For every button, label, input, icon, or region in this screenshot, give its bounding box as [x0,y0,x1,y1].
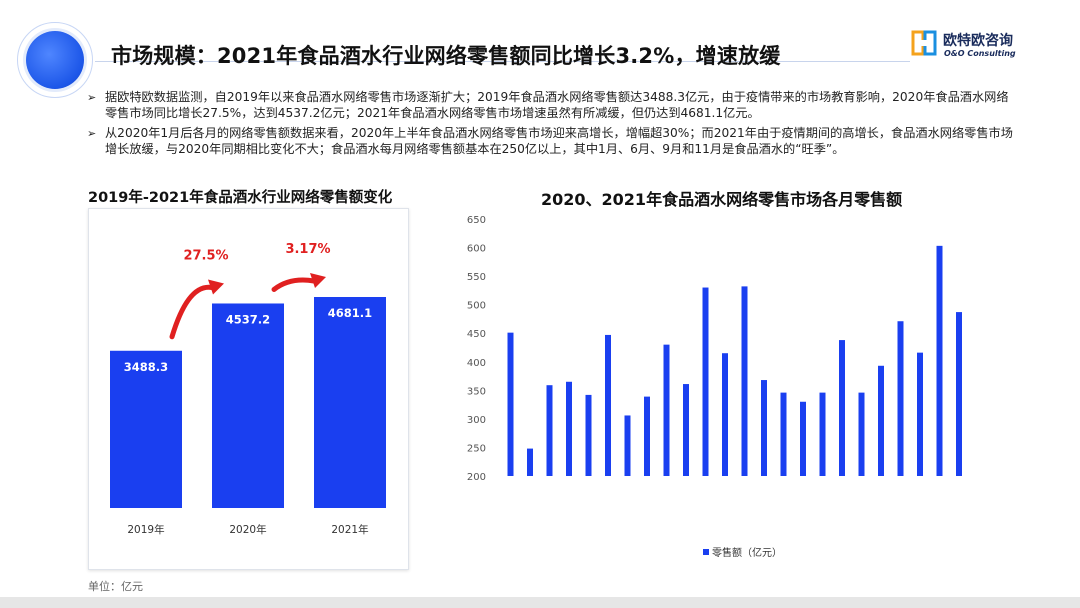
monthly-bar [683,384,689,476]
arrow-bullet-icon: ➢ [87,91,97,104]
y-tick-label: 300 [467,415,486,426]
x-tick-label: 2019年 [127,523,164,536]
bullet-list: ➢ 据欧特欧数据监测，自2019年以来食品酒水网络零售市场逐渐扩大；2019年食… [87,90,1017,162]
monthly-bar [585,394,592,476]
x-tick-label: 2020年 [229,523,266,536]
monthly-bar [917,352,923,476]
monthly-bar [566,381,572,476]
bullet-text: 据欧特欧数据监测，自2019年以来食品酒水网络零售市场逐渐扩大；2019年食品酒… [105,90,1009,120]
logo-text-en: O&O Consulting [944,49,1016,58]
monthly-bar [702,287,709,476]
left-chart-title: 2019年-2021年食品酒水行业网络零售额变化 [88,190,393,206]
monthly-bar [878,365,884,476]
right-chart-title: 2020、2021年食品酒水网络零售市场各月零售额 [541,190,903,209]
x-tick-label: 2021年 [331,523,368,536]
arrow-bullet-icon: ➢ [87,127,97,140]
monthly-bar [644,396,650,476]
logo-text-cn: 欧特欧咨询 [943,33,1013,49]
page-title: 市场规模：2021年食品酒水行业网络零售额同比增长3.2%，增速放缓 [111,44,781,68]
legend-label: 零售额（亿元） [712,546,782,559]
bullet-item: ➢ 据欧特欧数据监测，自2019年以来食品酒水网络零售市场逐渐扩大；2019年食… [87,90,1017,121]
monthly-sales-chart: 200 250 300 350 400 450 500 550 600 650 零售额（亿元） [467,215,962,559]
monthly-bar [741,286,748,476]
monthly-bar [897,321,904,476]
bullet-item: ➢ 从2020年1月后各月的网络零售额数据来看，2020年上半年食品酒水网络零售… [87,126,1017,157]
decorative-circle-icon [26,31,84,89]
monthly-bar [858,392,865,476]
bar-value-label: 4537.2 [226,312,270,326]
decorative-ring [17,22,93,98]
y-tick-label: 200 [467,472,486,483]
company-logo: 欧特欧咨询 O&O Consulting [910,28,1040,62]
left-chart-panel: 3488.3 2019年 4537.2 2020年 4681.1 2021年 27.5% 3.… [88,208,409,570]
monthly-bar [800,401,806,476]
monthly-bar [780,392,787,476]
monthly-bar [761,380,767,476]
annual-sales-chart: 3488.3 2019年 4537.2 2020年 4681.1 2021年 27.5% 3.… [110,242,386,536]
monthly-bar [605,334,611,476]
y-tick-label: 350 [467,386,486,397]
monthly-bar [819,392,826,476]
bullet-text: 从2020年1月后各月的网络零售额数据来看，2020年上半年食品酒水网络零售市场… [105,126,1013,156]
y-tick-label: 500 [467,301,486,312]
title-divider [95,61,910,62]
monthly-bar [839,340,845,476]
monthly-bar [956,312,962,476]
growth-rate-label: 3.17% [285,242,330,257]
monthly-bar [546,385,553,476]
growth-arrowhead-icon [310,273,326,288]
legend-swatch [703,549,709,555]
bar-value-label: 4681.1 [328,306,372,320]
bottom-band [0,597,1080,608]
monthly-bar [507,332,514,476]
y-tick-label: 450 [467,329,486,340]
annual-bar [110,350,182,508]
monthly-bar [936,245,943,476]
monthly-bar [663,344,670,476]
growth-arrow [169,284,215,340]
growth-arrow [271,277,317,292]
annual-bar [212,303,284,508]
monthly-bar [624,415,631,476]
y-tick-label: 400 [467,358,486,369]
monthly-bar [722,353,728,476]
y-tick-label: 600 [467,244,486,255]
monthly-bar [527,448,533,476]
y-tick-label: 550 [467,272,486,283]
growth-arrowhead-icon [208,279,224,295]
bar-value-label: 3488.3 [124,360,168,374]
growth-rate-label: 27.5% [183,248,228,263]
y-tick-label: 650 [467,215,486,226]
unit-note: 单位：亿元 [88,580,143,593]
y-tick-label: 250 [467,443,486,454]
logo-mark-icon [911,30,937,56]
annual-bar [314,297,386,508]
